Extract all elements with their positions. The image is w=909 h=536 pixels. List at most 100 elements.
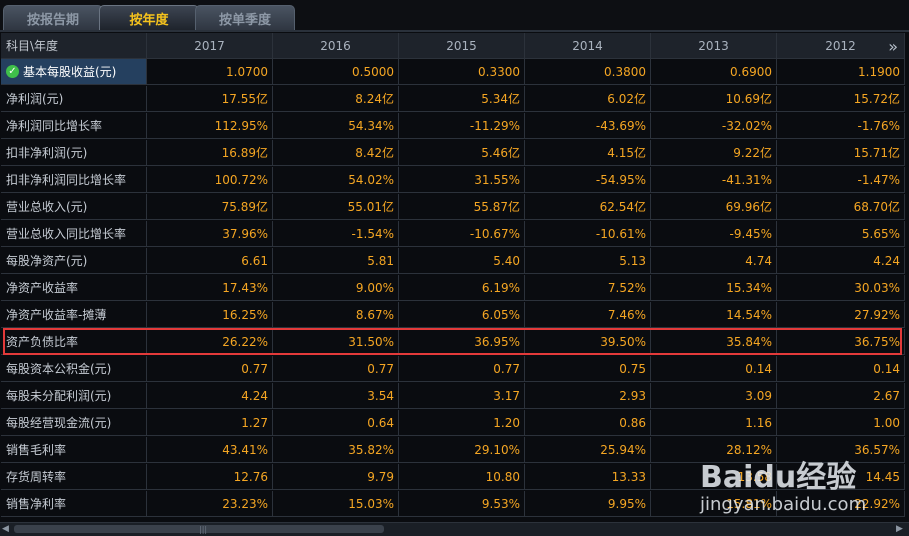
- value-cell: 27.92%: [777, 302, 905, 328]
- year-header[interactable]: 2016: [273, 33, 399, 59]
- table-row[interactable]: 净资产收益率 17.43% 9.00% 6.19% 7.52% 15.34% 30.03%: [1, 275, 905, 301]
- value-cell: 13.33: [525, 464, 651, 490]
- value-cell: 8.67%: [273, 302, 399, 328]
- value-cell: 16.89亿: [147, 140, 273, 166]
- row-label-text: 营业总收入(元): [6, 200, 88, 214]
- value-cell: 4.24: [147, 383, 273, 409]
- row-label: 净资产收益率-摊薄: [1, 302, 147, 328]
- table-row[interactable]: 资产负债比率 26.22% 31.50% 36.95% 39.50% 35.84% 36.7…: [1, 329, 905, 355]
- grip-icon: |||: [199, 525, 208, 534]
- row-label: 营业总收入同比增长率: [1, 221, 147, 247]
- table-row[interactable]: 销售净利率 23.23% 15.03% 9.53% 9.95% 15.81% 22.92%: [1, 491, 905, 517]
- row-label: 存货周转率: [1, 464, 147, 490]
- row-label: 每股经营现金流(元): [1, 410, 147, 436]
- row-label: 净利润(元): [1, 86, 147, 112]
- value-cell: -32.02%: [651, 113, 777, 139]
- table-row[interactable]: ✓ 基本每股收益(元) 1.0700 0.5000 0.3300 0.3800 0.6900…: [1, 59, 905, 85]
- value-cell: 15.34%: [651, 275, 777, 301]
- double-chevron-right-icon[interactable]: »: [888, 37, 898, 56]
- value-cell: 6.19%: [399, 275, 525, 301]
- value-cell: 35.82%: [273, 437, 399, 463]
- row-label: 每股未分配利润(元): [1, 383, 147, 409]
- value-cell: 9.95%: [525, 491, 651, 517]
- value-cell: 17.43%: [147, 275, 273, 301]
- value-cell: -54.95%: [525, 167, 651, 193]
- value-cell: 1.00: [777, 410, 905, 436]
- year-header[interactable]: 2012 »: [777, 33, 905, 59]
- table-row[interactable]: 销售毛利率 43.41% 35.82% 29.10% 25.94% 28.12% 36.57…: [1, 437, 905, 463]
- table-row[interactable]: 每股未分配利润(元) 4.24 3.54 3.17 2.93 3.09 2.67: [1, 383, 905, 409]
- value-cell: 15.81%: [651, 491, 777, 517]
- value-cell: 31.50%: [273, 329, 399, 355]
- row-label-text: 净利润(元): [6, 92, 64, 106]
- table-row[interactable]: 净利润同比增长率 112.95% 54.34% -11.29% -43.69% -32.0…: [1, 113, 905, 139]
- value-cell: 28.12%: [651, 437, 777, 463]
- value-cell: 36.95%: [399, 329, 525, 355]
- row-label-text: 净资产收益率-摊薄: [6, 308, 107, 322]
- value-cell: 0.3300: [399, 59, 525, 85]
- table-row[interactable]: 净资产收益率-摊薄 16.25% 8.67% 6.05% 7.46% 14.54% 27.9…: [1, 302, 905, 328]
- value-cell: 26.22%: [147, 329, 273, 355]
- row-label-text: 每股净资产(元): [6, 254, 88, 268]
- scroll-left-arrow-icon[interactable]: ◀: [2, 524, 9, 534]
- tab-by-quarter[interactable]: 按单季度: [195, 5, 295, 31]
- value-cell: 13.58: [651, 464, 777, 490]
- value-cell: 6.05%: [399, 302, 525, 328]
- row-label: 销售净利率: [1, 491, 147, 517]
- value-cell: 3.09: [651, 383, 777, 409]
- table-row[interactable]: 每股经营现金流(元) 1.27 0.64 1.20 0.86 1.16 1.00: [1, 410, 905, 436]
- table-row[interactable]: 营业总收入同比增长率 37.96% -1.54% -10.67% -10.61% -9.4…: [1, 221, 905, 247]
- value-cell: 100.72%: [147, 167, 273, 193]
- year-header[interactable]: 2014: [525, 33, 651, 59]
- table-row[interactable]: 扣非净利润同比增长率 100.72% 54.02% 31.55% -54.95% -41.…: [1, 167, 905, 193]
- value-cell: 69.96亿: [651, 194, 777, 220]
- table-row[interactable]: 营业总收入(元) 75.89亿 55.01亿 55.87亿 62.54亿 69.96亿 68…: [1, 194, 905, 220]
- value-cell: -1.54%: [273, 221, 399, 247]
- tab-by-report-period[interactable]: 按报告期: [3, 5, 103, 31]
- table-row[interactable]: 每股净资产(元) 6.61 5.81 5.40 5.13 4.74 4.24: [1, 248, 905, 274]
- value-cell: -10.67%: [399, 221, 525, 247]
- tab-by-year[interactable]: 按年度: [99, 5, 199, 31]
- checkmark-icon: ✓: [6, 65, 19, 78]
- value-cell: 1.16: [651, 410, 777, 436]
- row-label: 每股净资产(元): [1, 248, 147, 274]
- horizontal-scrollbar[interactable]: ◀ ||| ▶: [0, 522, 909, 536]
- year-header[interactable]: 2017: [147, 33, 273, 59]
- value-cell: 5.40: [399, 248, 525, 274]
- value-cell: 1.1900: [777, 59, 905, 85]
- header-row: 科目\年度 2017 2016 2015 2014 2013 2012 »: [1, 33, 905, 59]
- year-header-label: 2012: [825, 38, 856, 53]
- value-cell: 54.02%: [273, 167, 399, 193]
- value-cell: 10.69亿: [651, 86, 777, 112]
- value-cell: -9.45%: [651, 221, 777, 247]
- row-label: 净资产收益率: [1, 275, 147, 301]
- value-cell: 55.01亿: [273, 194, 399, 220]
- header-corner-label: 科目\年度: [1, 33, 147, 59]
- year-header[interactable]: 2013: [651, 33, 777, 59]
- value-cell: 0.64: [273, 410, 399, 436]
- value-cell: 9.53%: [399, 491, 525, 517]
- value-cell: -1.76%: [777, 113, 905, 139]
- value-cell: 8.24亿: [273, 86, 399, 112]
- row-label-text: 净资产收益率: [6, 281, 79, 295]
- value-cell: 0.14: [777, 356, 905, 382]
- table-row[interactable]: 每股资本公积金(元) 0.77 0.77 0.77 0.75 0.14 0.14: [1, 356, 905, 382]
- scroll-right-arrow-icon[interactable]: ▶: [896, 524, 903, 534]
- value-cell: 54.34%: [273, 113, 399, 139]
- value-cell: 4.74: [651, 248, 777, 274]
- year-header[interactable]: 2015: [399, 33, 525, 59]
- value-cell: 10.80: [399, 464, 525, 490]
- scrollbar-thumb[interactable]: |||: [14, 525, 384, 534]
- tab-bar: 按报告期 按年度 按单季度: [0, 0, 909, 31]
- value-cell: 1.27: [147, 410, 273, 436]
- table-row[interactable]: 扣非净利润(元) 16.89亿 8.42亿 5.46亿 4.15亿 9.22亿 15.71亿: [1, 140, 905, 166]
- value-cell: 9.79: [273, 464, 399, 490]
- value-cell: 0.77: [273, 356, 399, 382]
- value-cell: -1.47%: [777, 167, 905, 193]
- table-row[interactable]: 净利润(元) 17.55亿 8.24亿 5.34亿 6.02亿 10.69亿 15.72亿: [1, 86, 905, 112]
- value-cell: -41.31%: [651, 167, 777, 193]
- value-cell: 15.72亿: [777, 86, 905, 112]
- table-row[interactable]: 存货周转率 12.76 9.79 10.80 13.33 13.58 14.45: [1, 464, 905, 490]
- value-cell: 0.77: [399, 356, 525, 382]
- value-cell: 31.55%: [399, 167, 525, 193]
